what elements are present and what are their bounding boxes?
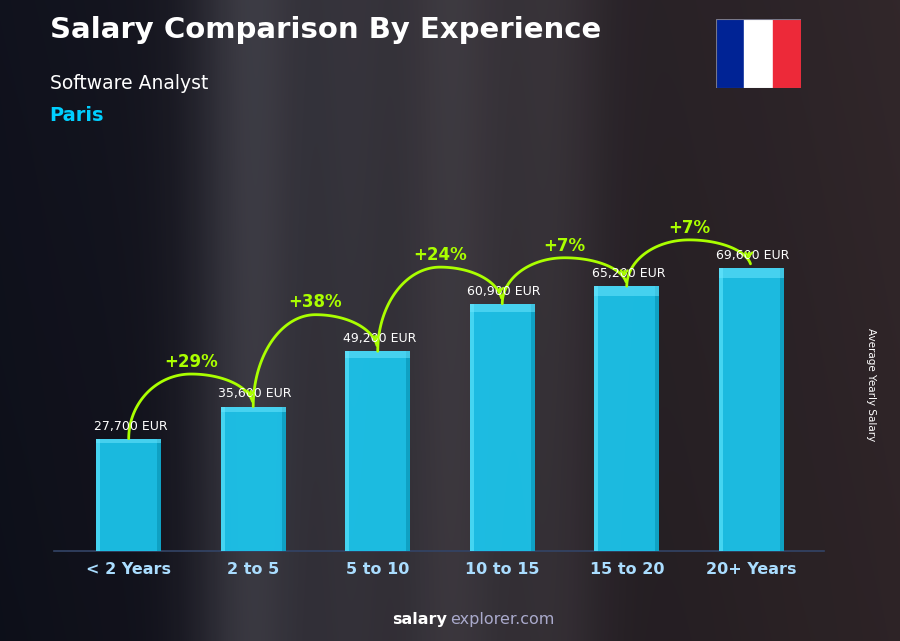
Bar (96, 438, 161, 551)
Bar (346, 351, 349, 551)
Text: 27,700 EUR: 27,700 EUR (94, 420, 167, 433)
Bar (772, 19, 801, 88)
Bar (470, 304, 535, 312)
Text: 65,200 EUR: 65,200 EUR (592, 267, 665, 280)
Text: 35,600 EUR: 35,600 EUR (219, 387, 292, 401)
Bar (719, 269, 723, 551)
Bar (594, 287, 659, 551)
Bar (719, 269, 784, 278)
Text: 69,600 EUR: 69,600 EUR (716, 249, 790, 262)
Text: +24%: +24% (413, 246, 467, 264)
Bar (594, 287, 598, 551)
Text: explorer.com: explorer.com (450, 612, 554, 627)
Bar (406, 351, 410, 551)
Bar (744, 19, 772, 88)
Text: Salary Comparison By Experience: Salary Comparison By Experience (50, 16, 601, 44)
Bar (779, 269, 784, 551)
Bar (96, 438, 161, 442)
Bar (655, 287, 659, 551)
Text: +7%: +7% (544, 237, 586, 254)
Bar (158, 438, 161, 551)
Bar (282, 406, 285, 551)
Text: Average Yearly Salary: Average Yearly Salary (866, 328, 877, 441)
Bar (470, 304, 473, 551)
Text: +29%: +29% (164, 353, 218, 370)
Bar (346, 351, 410, 551)
Text: Paris: Paris (50, 106, 104, 125)
Bar (531, 304, 535, 551)
Bar (719, 269, 784, 551)
Bar (220, 406, 225, 551)
Text: +38%: +38% (289, 294, 342, 312)
Text: 60,900 EUR: 60,900 EUR (467, 285, 541, 297)
Bar (96, 438, 100, 551)
Text: Software Analyst: Software Analyst (50, 74, 208, 93)
Bar (220, 406, 285, 551)
Bar (470, 304, 535, 551)
Bar (346, 351, 410, 358)
Bar (594, 287, 659, 296)
Text: 49,200 EUR: 49,200 EUR (343, 332, 416, 345)
Text: salary: salary (392, 612, 447, 627)
Bar (716, 19, 744, 88)
Text: +7%: +7% (668, 219, 710, 237)
Bar (220, 406, 285, 412)
